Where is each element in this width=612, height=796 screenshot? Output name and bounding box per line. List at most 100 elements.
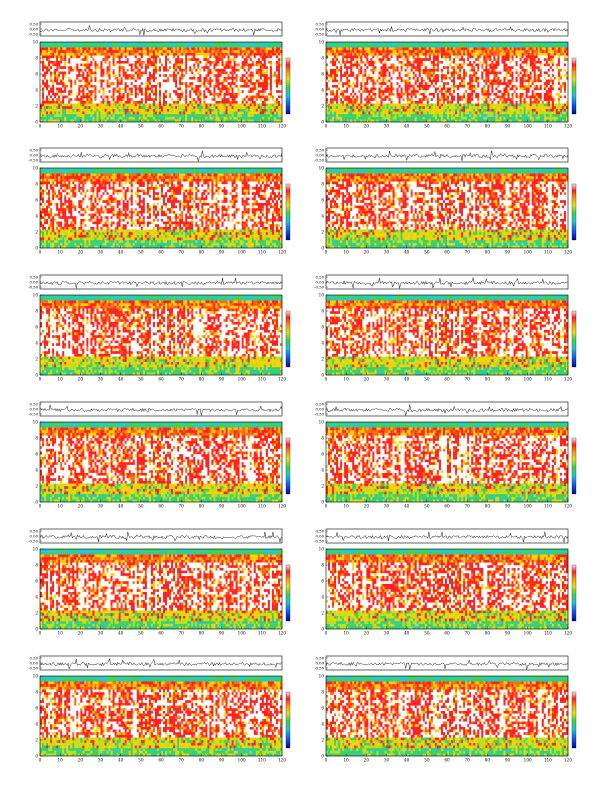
spectrogram-cell (80, 82, 82, 85)
spectrogram-cell (94, 90, 96, 93)
spectrogram-cell (52, 95, 54, 98)
spectrogram-cell (103, 114, 105, 117)
spectrogram-cell (46, 85, 48, 88)
spectrogram-cell (48, 90, 50, 93)
spectrogram-cell (48, 42, 50, 45)
spectrogram-cell (84, 106, 86, 109)
spectrogram-cell (60, 53, 62, 56)
spectrogram-cell (92, 71, 94, 74)
spectrogram-cell (72, 66, 74, 69)
spectrogram-cell (88, 103, 90, 106)
spectrogram-cell (70, 111, 72, 114)
spectrogram-cell (40, 101, 42, 104)
spectrogram-cell (70, 90, 72, 93)
spectrogram-cell (82, 69, 84, 72)
spectrogram-cell (60, 61, 62, 64)
spectrogram-cell (123, 74, 125, 77)
spectrogram-cell (40, 106, 42, 109)
spectrogram-cell (82, 74, 84, 77)
spectrogram-cell (64, 71, 66, 74)
spectrogram-cell (78, 74, 80, 77)
spectrogram-cell (90, 71, 92, 74)
spectrogram-cell (96, 93, 98, 96)
spectrogram-cell (111, 45, 113, 48)
spectrogram-cell (105, 42, 107, 45)
spectrogram-cell (44, 47, 46, 50)
spectrogram-cell (76, 109, 78, 112)
spectrogram-cell (40, 74, 42, 77)
spectrogram-cell (101, 66, 103, 69)
spectrogram-cell (115, 101, 117, 104)
spectrogram-cell (56, 61, 58, 64)
spectrogram-cell (84, 69, 86, 72)
spectrogram-cell (88, 71, 90, 74)
spectrogram-cell (70, 53, 72, 56)
spectrogram-cell (101, 61, 103, 64)
spectrogram-cell (119, 63, 121, 66)
spectrogram-cell (68, 66, 70, 69)
spectrogram-cell (113, 47, 115, 50)
spectrogram-cell (58, 53, 60, 56)
spectrogram-cell (74, 69, 76, 72)
spectrogram-cell (107, 85, 109, 88)
spectrogram-cell (46, 82, 48, 85)
spectrogram-cell (48, 66, 50, 69)
spectrogram-cell (96, 79, 98, 82)
spectrogram-cell (48, 50, 50, 53)
spectrogram-cell (46, 47, 48, 50)
spectrogram-cell (56, 47, 58, 50)
spectrogram-cell (64, 61, 66, 64)
spectrogram-cell (107, 98, 109, 101)
spectrogram-cell (60, 95, 62, 98)
spectrogram-cell (111, 85, 113, 88)
spectrogram-cell (101, 69, 103, 72)
spectrogram-cell (117, 109, 119, 112)
spectrogram-cell (84, 103, 86, 106)
spectrogram-cell (86, 98, 88, 101)
spectrogram-cell (94, 109, 96, 112)
spectrogram-cell (72, 90, 74, 93)
spectrogram-cell (82, 95, 84, 98)
spectrogram-cell (74, 58, 76, 61)
spectrogram-cell (68, 61, 70, 64)
spectrogram-cell (123, 95, 125, 98)
spectrogram-cell (82, 106, 84, 109)
spectrogram-cell (88, 50, 90, 53)
spectrogram-cell (84, 47, 86, 50)
spectrogram-cell (88, 63, 90, 66)
spectrogram-cell (52, 77, 54, 80)
spectrogram-cell (88, 79, 90, 82)
spectrogram-cell (86, 93, 88, 96)
spectrogram-cell (62, 50, 64, 53)
spectrogram-cell (78, 111, 80, 114)
spectrogram-cell (119, 98, 121, 101)
spectrogram-cell (109, 103, 111, 106)
spectrogram-cell (119, 103, 121, 106)
spectrogram-cell (82, 114, 84, 117)
spectrogram-cell (64, 69, 66, 72)
spectrogram-cell (94, 85, 96, 88)
spectrogram-cell (68, 47, 70, 50)
spectrogram-cell (72, 117, 74, 120)
spectrogram-cell (94, 111, 96, 114)
spectrogram-cell (44, 98, 46, 101)
spectrogram-cell (42, 77, 44, 80)
spectrogram-cell (103, 87, 105, 90)
spectrogram-cell (111, 50, 113, 53)
spectrogram-cell (72, 61, 74, 64)
spectrogram-cell (105, 63, 107, 66)
spectrogram-cell (96, 58, 98, 61)
spectrogram-cell (62, 55, 64, 58)
spectrogram-cell (40, 87, 42, 90)
spectrogram-cell (86, 42, 88, 45)
spectrogram-cell (46, 117, 48, 120)
spectrogram-cell (58, 77, 60, 80)
spectrogram-cell (107, 50, 109, 53)
spectrogram-cell (78, 95, 80, 98)
spectrogram-cell (113, 58, 115, 61)
spectrogram-cell (101, 63, 103, 66)
spectrogram-cell (94, 74, 96, 77)
spectrogram-cell (52, 45, 54, 48)
spectrogram-cell (40, 79, 42, 82)
spectrogram-cell (101, 117, 103, 120)
